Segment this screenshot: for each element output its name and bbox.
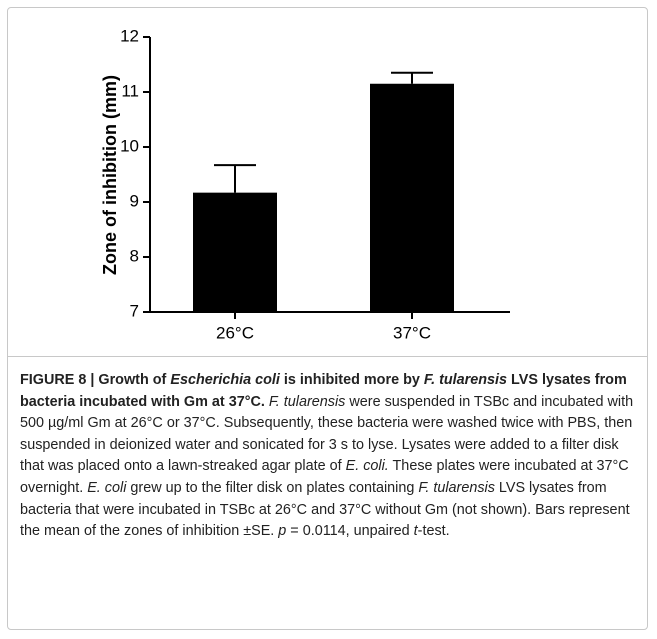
caption-text: Escherichia coli [170, 372, 280, 388]
chart: Zone of inhibition (mm) 7 8 9 10 11 12 26°C 37°… [100, 26, 510, 342]
bar [193, 192, 277, 312]
caption-text: were suspended in TSBc and incubated wit… [20, 393, 634, 475]
caption-text: t [413, 523, 418, 540]
y-tick-label: 8 [130, 246, 139, 265]
y-tick-label: 11 [121, 81, 139, 100]
y-tick-label: 9 [130, 191, 139, 210]
caption-text: F. tularensis [418, 479, 495, 496]
y-axis-label: Zone of inhibition (mm) [100, 75, 120, 275]
caption-text: = 0.0114, unpaired [286, 523, 414, 540]
y-tick-label: 12 [120, 26, 139, 45]
figure-frame [7, 7, 648, 630]
bar [370, 83, 454, 312]
caption-text: is inhibited more by [279, 372, 424, 388]
caption-text: grew up to the filter disk on plates con… [126, 479, 419, 496]
caption-text: LVS lysates from bacteria that were incu… [20, 479, 630, 540]
y-tick-label: 7 [130, 301, 139, 320]
caption-text: LVS lysates from bacteria incubated with… [20, 372, 627, 410]
x-tick-label: 37°C [393, 323, 431, 342]
caption-text: These plates were incubated at 37°C over… [20, 458, 629, 496]
divider [7, 356, 648, 357]
caption-text: -test. [417, 523, 450, 540]
caption: FIGURE 8 | Growth of Escherichia coli is… [20, 370, 642, 543]
caption-text: F. tularensis [423, 372, 508, 388]
caption-text: FIGURE 8 | Growth of [20, 372, 171, 388]
error-bar [391, 71, 433, 84]
caption-text: F. tularensis [268, 393, 346, 410]
x-tick-label: 26°C [216, 323, 254, 342]
caption-text: E. coli. [345, 458, 389, 475]
error-bar [214, 164, 256, 193]
caption-text: p [278, 523, 287, 540]
caption-text: E. coli [87, 479, 127, 496]
y-tick-label: 10 [120, 136, 139, 155]
